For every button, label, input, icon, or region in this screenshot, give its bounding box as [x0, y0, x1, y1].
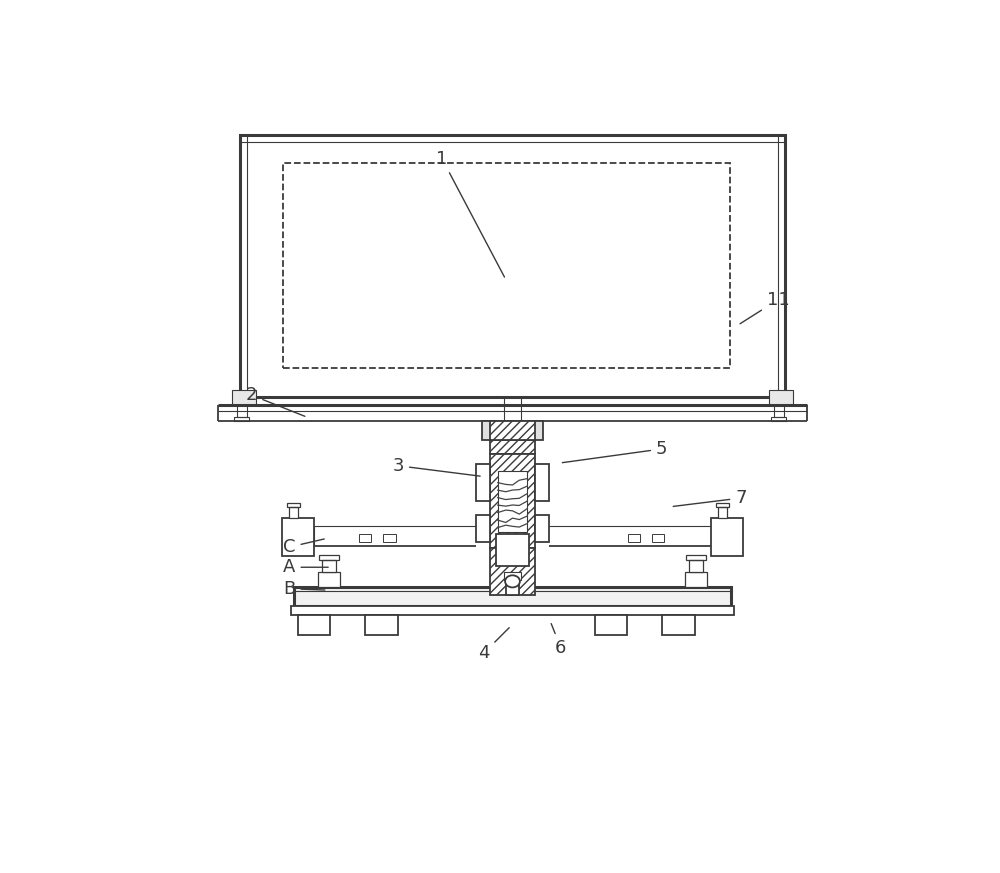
Bar [383, 534, 396, 542]
Bar [359, 534, 371, 542]
Bar [237, 405, 247, 417]
Bar [498, 471, 527, 532]
Bar [282, 519, 314, 556]
Bar [771, 416, 786, 422]
Bar [685, 572, 707, 587]
Text: 11: 11 [740, 291, 789, 324]
Bar [319, 555, 339, 560]
Bar [318, 572, 340, 587]
Bar [482, 421, 543, 439]
Bar [294, 587, 731, 606]
Bar [686, 555, 706, 560]
Bar [535, 464, 549, 501]
Bar [689, 560, 703, 572]
Bar [774, 405, 784, 417]
Bar [535, 515, 549, 541]
Text: 1: 1 [436, 149, 504, 277]
Bar [322, 560, 336, 572]
Bar [476, 515, 490, 541]
Bar [628, 534, 640, 542]
Text: 4: 4 [479, 628, 509, 662]
Bar [769, 390, 793, 405]
Bar [476, 464, 490, 501]
Bar [365, 615, 398, 636]
Bar [240, 135, 785, 397]
Bar [490, 454, 535, 548]
Bar [232, 390, 256, 405]
Bar [298, 615, 330, 636]
Bar [496, 534, 529, 567]
Bar [711, 519, 743, 556]
Bar [490, 421, 535, 439]
Bar [595, 615, 627, 636]
Text: B: B [283, 580, 325, 598]
Text: 6: 6 [551, 623, 567, 656]
Bar [291, 606, 734, 615]
Text: 5: 5 [562, 440, 667, 463]
Text: 3: 3 [392, 457, 480, 476]
Bar [234, 416, 249, 422]
Bar [506, 574, 519, 595]
Bar [504, 572, 521, 580]
Bar [287, 503, 300, 507]
Text: 2: 2 [246, 386, 305, 416]
Bar [662, 615, 695, 636]
Bar [490, 439, 535, 454]
Ellipse shape [505, 575, 520, 588]
Bar [716, 503, 729, 507]
Text: A: A [283, 558, 328, 576]
Text: C: C [283, 538, 324, 556]
Bar [490, 548, 535, 595]
Bar [283, 163, 730, 368]
Bar [652, 534, 664, 542]
Bar [718, 507, 727, 519]
Bar [289, 507, 298, 519]
Text: 7: 7 [673, 489, 747, 507]
